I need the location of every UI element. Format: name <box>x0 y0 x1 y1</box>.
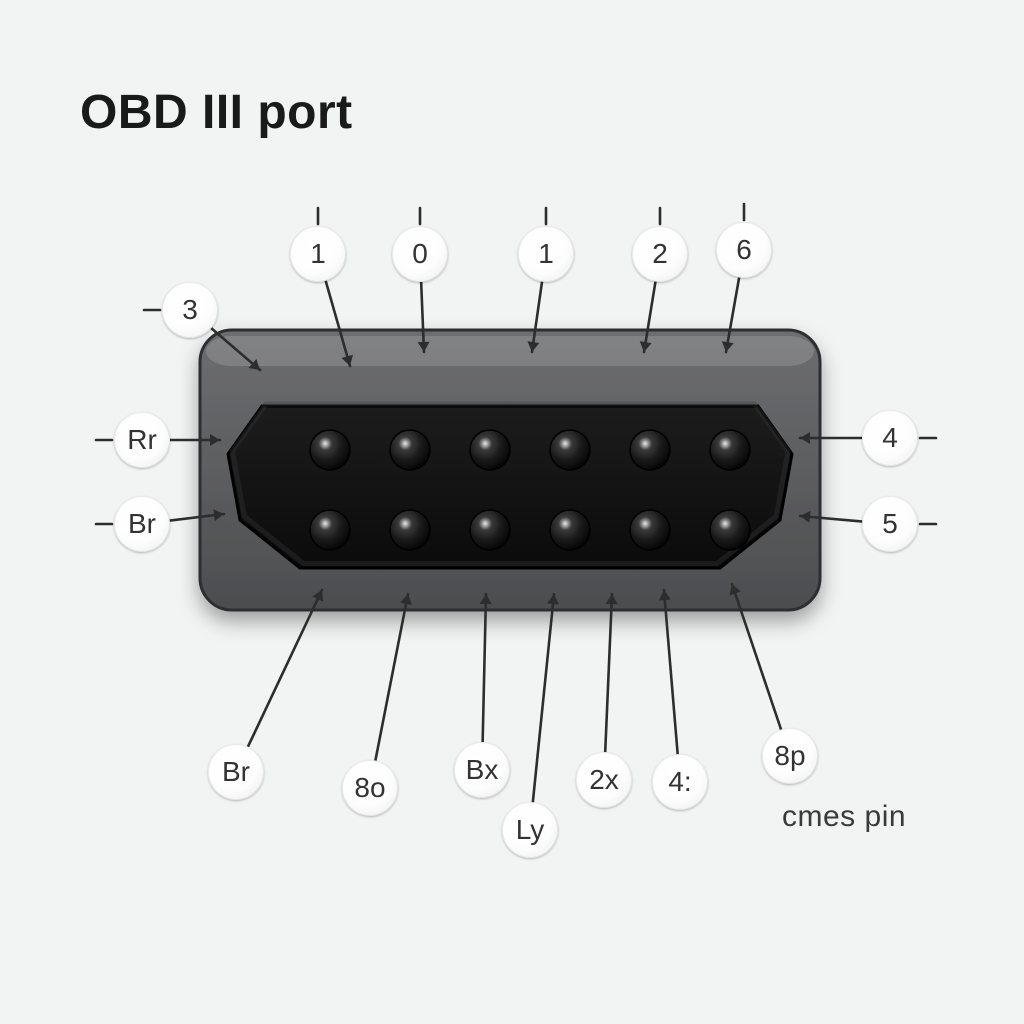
leader-line <box>247 590 322 748</box>
connector-pin <box>470 430 510 470</box>
callout-top-6: 6 <box>716 222 772 278</box>
connector-pin <box>630 510 670 550</box>
connector-pin <box>550 510 590 550</box>
diagram-canvas: OBD III port <box>0 0 1024 1024</box>
callout-top-3: 3 <box>162 282 218 338</box>
callout-bot-4c: 4: <box>652 754 708 810</box>
callout-top-1a: 1 <box>290 226 346 282</box>
connector-body-highlight <box>206 336 814 366</box>
connector-pin <box>550 430 590 470</box>
callout-bot-br: Br <box>208 744 264 800</box>
callout-top-1b: 1 <box>518 226 574 282</box>
callout-right-5: 5 <box>862 496 918 552</box>
callout-bot-2x: 2x <box>576 752 632 808</box>
callout-right-4: 4 <box>862 410 918 466</box>
connector-pin <box>710 510 750 550</box>
callout-bot-8o: 8o <box>342 760 398 816</box>
connector-pin <box>390 430 430 470</box>
leader-line <box>533 594 554 804</box>
connector-pin <box>470 510 510 550</box>
callout-left-rr: Rr <box>114 412 170 468</box>
connector-pin <box>710 430 750 470</box>
connector-pin <box>310 430 350 470</box>
leader-line <box>664 590 678 756</box>
footer-caption: cmes pin <box>782 800 906 834</box>
connector-pin <box>310 510 350 550</box>
callout-bot-8p: 8p <box>762 728 818 784</box>
callout-bot-bx: Bx <box>454 742 510 798</box>
callout-top-2: 2 <box>632 226 688 282</box>
leader-line <box>375 594 408 762</box>
callout-left-br: Br <box>114 496 170 552</box>
callout-top-0: 0 <box>392 226 448 282</box>
connector-pin <box>390 510 430 550</box>
callout-bot-ly: Ly <box>502 802 558 858</box>
connector-pin <box>630 430 670 470</box>
leader-line <box>483 594 486 744</box>
connector-cavity <box>228 406 792 568</box>
leader-line <box>605 594 612 754</box>
